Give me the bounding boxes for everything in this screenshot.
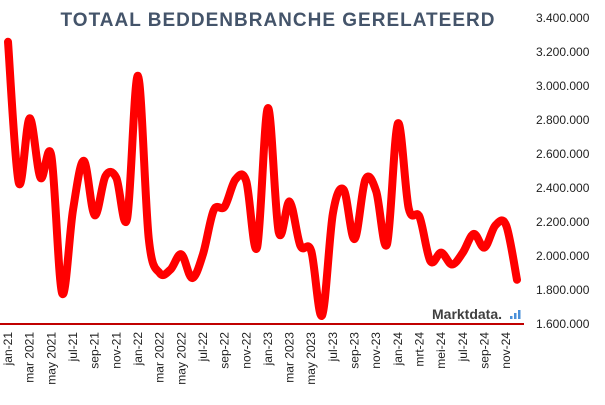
data-point (126, 218, 128, 220)
x-tick-label: may 2022 (174, 332, 188, 385)
data-point (267, 107, 269, 109)
data-point (7, 41, 9, 43)
x-tick-label: mar 2021 (23, 332, 37, 383)
x-tick-label: sep-24 (478, 332, 492, 369)
data-point (364, 179, 366, 181)
data-point (29, 117, 31, 119)
data-point (94, 214, 96, 216)
x-tick-label: may 2023 (304, 332, 318, 385)
x-tick-label: mrt-24 (413, 332, 427, 367)
data-point (310, 250, 312, 252)
x-tick-label: jul-23 (326, 332, 340, 363)
data-point (343, 189, 345, 191)
x-axis: jan-21 mar 2021 may 2021 jul-21 sep-21 nov-21… (1, 332, 513, 385)
data-point (289, 201, 291, 203)
x-tick-label: sep-23 (348, 332, 362, 369)
x-tick-label: may 2021 (44, 332, 58, 385)
brand-logo: Marktdata. (432, 306, 521, 322)
data-point (137, 75, 139, 77)
bar-chart-icon-bar (510, 316, 513, 319)
x-tick-label: jan-21 (1, 332, 15, 367)
y-tick-label: 2.800.000 (536, 113, 590, 127)
data-point (159, 272, 161, 274)
data-point (180, 253, 182, 255)
x-tick-label: nov-24 (499, 332, 513, 369)
data-point (354, 238, 356, 240)
data-point (39, 177, 41, 179)
data-point (505, 224, 507, 226)
y-tick-label: 3.000.000 (536, 79, 590, 93)
data-point (494, 224, 496, 226)
data-point (61, 292, 63, 294)
data-point (18, 182, 20, 184)
x-tick-label: jul-24 (456, 332, 470, 363)
data-point (332, 213, 334, 215)
y-tick-label: 3.200.000 (536, 45, 590, 59)
data-point (419, 216, 421, 218)
data-point (375, 190, 377, 192)
data-point (516, 279, 518, 281)
x-tick-label: nov-23 (369, 332, 383, 369)
data-point (451, 264, 453, 266)
data-point (299, 245, 301, 247)
data-point (386, 243, 388, 245)
data-point (440, 252, 442, 254)
data-point (191, 277, 193, 279)
x-tick-label: jul-21 (66, 332, 80, 363)
x-tick-label: mei-24 (434, 332, 448, 369)
x-tick-label: jan-23 (261, 332, 275, 367)
data-point (245, 180, 247, 182)
data-point (397, 122, 399, 124)
series-line (4, 37, 521, 320)
bar-chart-icon-bar (518, 310, 521, 319)
data-point (278, 231, 280, 233)
y-axis: 1.600.000 1.800.000 2.000.000 2.200.000 2.40… (536, 11, 590, 331)
data-point (321, 315, 323, 317)
x-tick-label: sep-22 (218, 332, 232, 369)
x-tick-label: jan-24 (391, 332, 405, 367)
y-tick-label: 2.600.000 (536, 147, 590, 161)
data-point (148, 238, 150, 240)
x-tick-label: nov-22 (239, 332, 253, 369)
data-point (104, 175, 106, 177)
y-tick-label: 1.600.000 (536, 317, 590, 331)
data-point (213, 209, 215, 211)
data-point (408, 207, 410, 209)
y-tick-label: 2.400.000 (536, 181, 590, 195)
data-point (202, 253, 204, 255)
data-point (429, 260, 431, 262)
x-tick-label: jan-22 (131, 332, 145, 367)
chart-title: TOTAAL BEDDENBRANCHE GERELATEERD (61, 10, 496, 31)
data-point (256, 247, 258, 249)
data-point (50, 155, 52, 157)
x-tick-label: jul-22 (196, 332, 210, 363)
data-point (484, 247, 486, 249)
data-point (462, 252, 464, 254)
data-point (115, 177, 117, 179)
x-tick-label: mar 2023 (283, 332, 297, 383)
x-tick-label: sep-21 (88, 332, 102, 369)
y-tick-label: 1.800.000 (536, 283, 590, 297)
data-point (169, 269, 171, 271)
data-point (72, 209, 74, 211)
brand-name: Marktdata. (432, 306, 502, 322)
x-tick-label: mar 2022 (153, 332, 167, 383)
y-tick-label: 3.400.000 (536, 11, 590, 25)
y-tick-label: 2.200.000 (536, 215, 590, 229)
data-point (224, 206, 226, 208)
bar-chart-icon (510, 310, 521, 319)
data-point (473, 233, 475, 235)
y-tick-label: 2.000.000 (536, 249, 590, 263)
data-point (83, 160, 85, 162)
x-tick-label: nov-21 (109, 332, 123, 369)
data-point (234, 179, 236, 181)
bar-chart-icon-bar (514, 313, 517, 319)
